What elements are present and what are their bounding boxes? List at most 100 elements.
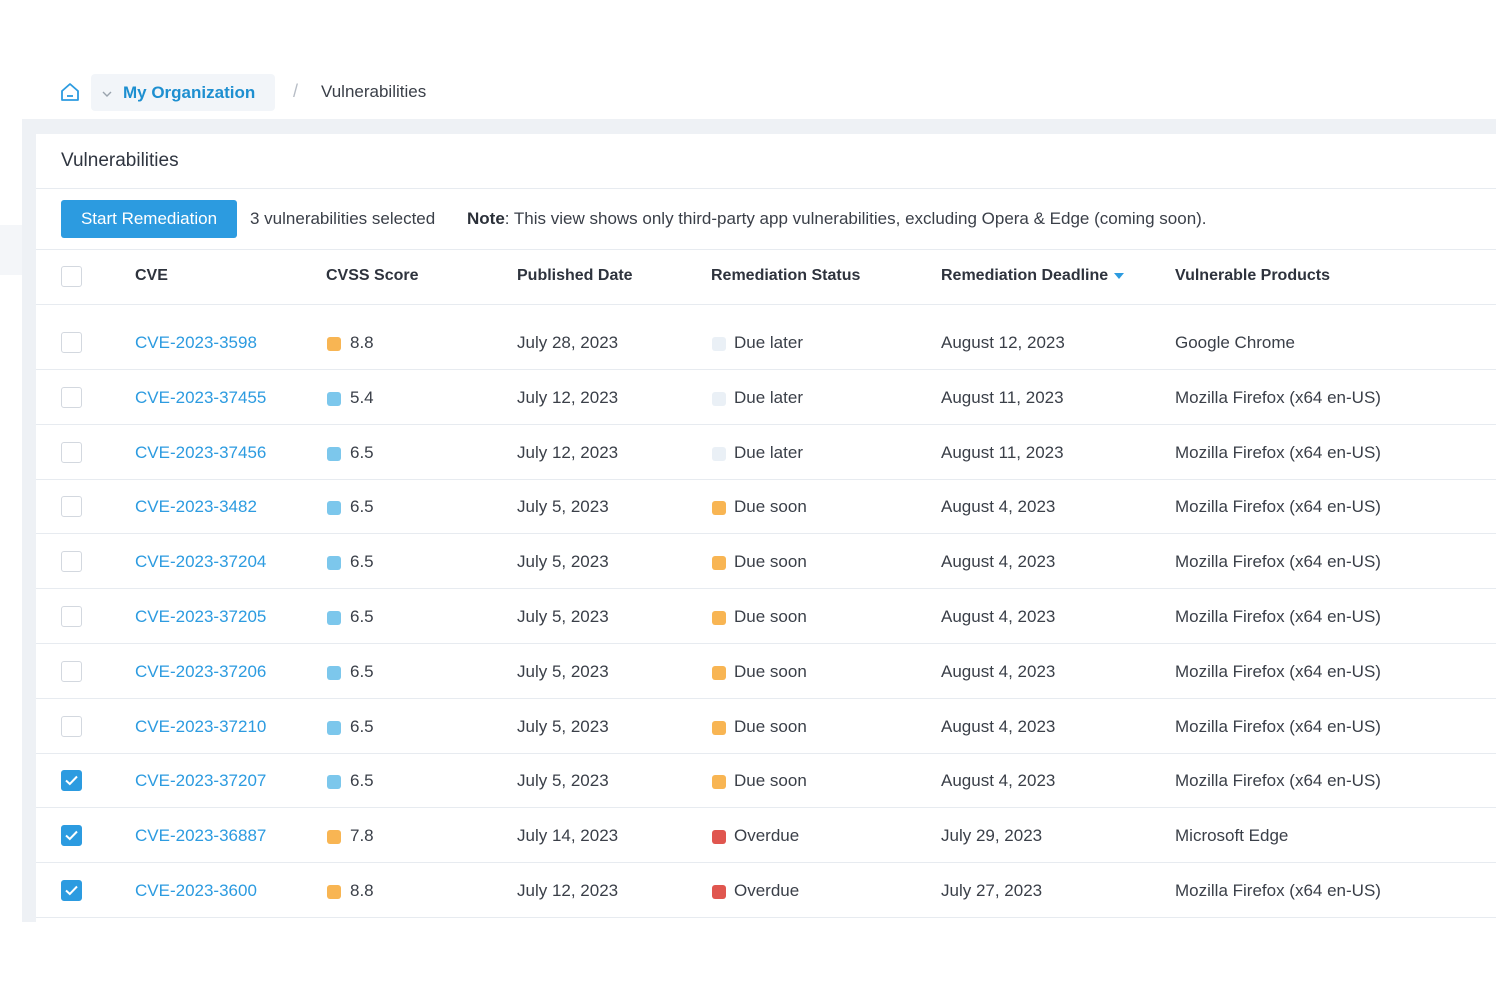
row-checkbox[interactable] xyxy=(61,496,82,517)
cvss-score: 6.5 xyxy=(350,497,374,516)
vulnerabilities-panel: Vulnerabilities Start Remediation 3 vuln… xyxy=(36,134,1496,922)
column-header-cve[interactable]: CVE xyxy=(135,267,168,284)
row-checkbox[interactable] xyxy=(61,716,82,737)
row-checkbox[interactable] xyxy=(61,661,82,682)
table-row[interactable]: CVE-2023-37210 6.5 July 5, 2023 Due soon Aug… xyxy=(36,699,1496,754)
cve-link[interactable]: CVE-2023-36887 xyxy=(135,826,267,845)
remediation-deadline: August 11, 2023 xyxy=(941,388,1064,407)
divider xyxy=(36,188,1496,189)
table-header: CVE CVSS Score Published Date Remediatio… xyxy=(36,249,1496,304)
status-indicator xyxy=(712,447,726,461)
row-checkbox[interactable] xyxy=(61,332,82,353)
table-row[interactable]: CVE-2023-37456 6.5 July 12, 2023 Due later A… xyxy=(36,425,1496,480)
status-indicator xyxy=(712,501,726,515)
row-checkbox[interactable] xyxy=(61,880,82,901)
cvss-severity-indicator xyxy=(327,337,341,351)
cve-link[interactable]: CVE-2023-3598 xyxy=(135,333,257,352)
content-backdrop-side xyxy=(22,119,36,922)
remediation-deadline: August 4, 2023 xyxy=(941,497,1056,516)
organization-selector[interactable]: My Organization xyxy=(91,74,275,111)
column-header-label: Remediation Deadline xyxy=(941,267,1109,284)
divider xyxy=(36,304,1496,305)
remediation-status: Overdue xyxy=(734,826,800,845)
cvss-score: 7.8 xyxy=(350,826,374,845)
row-checkbox[interactable] xyxy=(61,387,82,408)
cve-link[interactable]: CVE-2023-37207 xyxy=(135,771,267,790)
cvss-score: 6.5 xyxy=(350,717,374,736)
row-checkbox[interactable] xyxy=(61,770,82,791)
table-row[interactable]: CVE-2023-37455 5.4 July 12, 2023 Due later A… xyxy=(36,370,1496,425)
remediation-status: Due later xyxy=(734,333,803,352)
row-checkbox[interactable] xyxy=(61,442,82,463)
status-indicator xyxy=(712,666,726,680)
cve-link[interactable]: CVE-2023-3600 xyxy=(135,881,257,900)
cve-link[interactable]: CVE-2023-37206 xyxy=(135,662,267,681)
cve-link[interactable]: CVE-2023-37210 xyxy=(135,717,267,736)
status-indicator xyxy=(712,337,726,351)
table-row[interactable]: CVE-2023-3482 6.5 July 5, 2023 Due soon Augu… xyxy=(36,479,1496,534)
remediation-status: Due soon xyxy=(734,662,807,681)
column-header-cvss-score[interactable]: CVSS Score xyxy=(326,267,419,284)
chevron-down-icon xyxy=(101,87,113,99)
table-row[interactable]: CVE-2023-37206 6.5 July 5, 2023 Due soon Aug… xyxy=(36,644,1496,699)
cvss-score: 5.4 xyxy=(350,388,374,407)
published-date: July 5, 2023 xyxy=(517,497,609,516)
published-date: July 5, 2023 xyxy=(517,607,609,626)
published-date: July 5, 2023 xyxy=(517,771,609,790)
row-checkbox[interactable] xyxy=(61,825,82,846)
published-date: July 12, 2023 xyxy=(517,388,619,407)
breadcrumb-separator: / xyxy=(293,81,299,101)
column-header-published-date[interactable]: Published Date xyxy=(517,267,633,284)
divider xyxy=(36,249,1496,250)
row-checkbox[interactable] xyxy=(61,606,82,627)
cvss-score: 8.8 xyxy=(350,333,374,352)
cve-link[interactable]: CVE-2023-37205 xyxy=(135,607,267,626)
published-date: July 5, 2023 xyxy=(517,662,609,681)
select-all-checkbox[interactable] xyxy=(61,266,82,287)
cvss-severity-indicator xyxy=(327,721,341,735)
remediation-deadline: August 4, 2023 xyxy=(941,771,1056,790)
table-row[interactable]: CVE-2023-37207 6.5 July 5, 2023 Due soon Aug… xyxy=(36,753,1496,808)
cvss-score: 6.5 xyxy=(350,443,374,462)
breadcrumb-current: Vulnerabilities xyxy=(321,82,427,101)
table-row[interactable]: CVE-2023-37205 6.5 July 5, 2023 Due soon Aug… xyxy=(36,589,1496,644)
remediation-status: Due soon xyxy=(734,607,807,626)
column-header-vulnerable-products[interactable]: Vulnerable Products xyxy=(1175,267,1330,284)
note-label: Note xyxy=(467,209,505,228)
remediation-deadline: July 27, 2023 xyxy=(941,881,1043,900)
note-text: Note: This view shows only third-party a… xyxy=(467,209,1207,229)
vulnerable-product: Mozilla Firefox (x64 en-US) xyxy=(1175,388,1381,407)
remediation-deadline: August 4, 2023 xyxy=(941,607,1056,626)
row-checkbox[interactable] xyxy=(61,551,82,572)
cve-link[interactable]: CVE-2023-3482 xyxy=(135,497,257,516)
remediation-deadline: August 11, 2023 xyxy=(941,443,1064,462)
table-row[interactable]: CVE-2023-3600 8.8 July 12, 2023 Overdue July… xyxy=(36,863,1496,918)
status-indicator xyxy=(712,721,726,735)
status-indicator xyxy=(712,775,726,789)
cve-link[interactable]: CVE-2023-37456 xyxy=(135,443,267,462)
published-date: July 12, 2023 xyxy=(517,443,619,462)
cvss-severity-indicator xyxy=(327,611,341,625)
status-indicator xyxy=(712,830,726,844)
vulnerable-product: Mozilla Firefox (x64 en-US) xyxy=(1175,717,1381,736)
column-header-remediation-deadline[interactable]: Remediation Deadline xyxy=(941,267,1125,285)
published-date: July 5, 2023 xyxy=(517,552,609,571)
cve-link[interactable]: CVE-2023-37455 xyxy=(135,388,267,407)
cvss-score: 6.5 xyxy=(350,607,374,626)
cve-link[interactable]: CVE-2023-37204 xyxy=(135,552,267,571)
table-row[interactable]: CVE-2023-3598 8.8 July 28, 2023 Due later Au… xyxy=(36,315,1496,370)
table-row[interactable]: CVE-2023-36887 7.8 July 14, 2023 Overdue Jul… xyxy=(36,808,1496,863)
page-title: Vulnerabilities xyxy=(61,150,179,171)
cvss-severity-indicator xyxy=(327,885,341,899)
table-row[interactable]: CVE-2023-37204 6.5 July 5, 2023 Due soon Aug… xyxy=(36,534,1496,589)
toolbar: Start Remediation 3 vulnerabilities sele… xyxy=(36,189,1496,249)
published-date: July 28, 2023 xyxy=(517,333,619,352)
vulnerable-product: Mozilla Firefox (x64 en-US) xyxy=(1175,607,1381,626)
column-header-remediation-status[interactable]: Remediation Status xyxy=(711,267,861,284)
organization-label: My Organization xyxy=(123,83,256,102)
home-icon[interactable] xyxy=(59,82,81,102)
checkmark-icon xyxy=(65,830,78,841)
published-date: July 5, 2023 xyxy=(517,717,609,736)
start-remediation-button[interactable]: Start Remediation xyxy=(61,200,237,238)
vulnerable-product: Microsoft Edge xyxy=(1175,826,1289,845)
